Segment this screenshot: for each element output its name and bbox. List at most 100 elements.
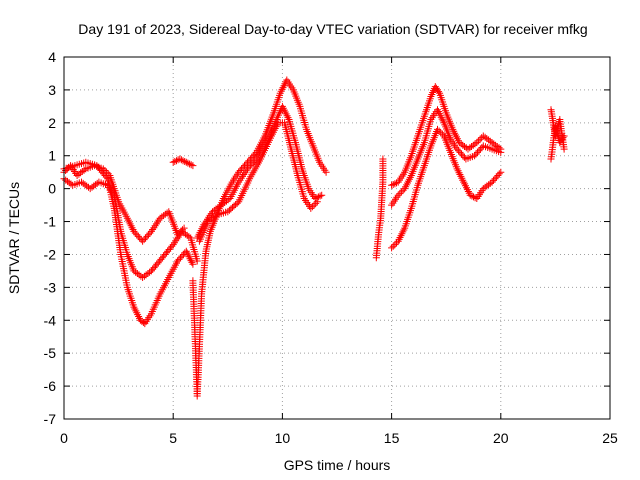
- data-point: [497, 168, 505, 176]
- data-series-10: [388, 106, 505, 209]
- data-point: [189, 260, 197, 268]
- data-point: [473, 139, 481, 147]
- data-point: [139, 237, 147, 245]
- data-series-1: [60, 162, 188, 245]
- data-point: [174, 257, 182, 265]
- data-point: [472, 150, 480, 158]
- data-point: [401, 185, 409, 193]
- x-tick-label: 15: [384, 430, 400, 446]
- data-point: [474, 137, 482, 145]
- data-point: [492, 173, 500, 181]
- data-point: [225, 206, 233, 214]
- data-point: [240, 171, 248, 178]
- data-point: [468, 192, 476, 200]
- data-point: [244, 165, 251, 173]
- data-point: [224, 196, 232, 204]
- data-point: [186, 160, 194, 168]
- data-point: [458, 150, 465, 158]
- data-point: [486, 179, 494, 187]
- data-point: [270, 126, 278, 134]
- y-tick-label: 0: [48, 181, 56, 197]
- data-point: [391, 180, 399, 188]
- data-point: [80, 166, 88, 174]
- chart-title: Day 191 of 2023, Sidereal Day-to-day VTE…: [78, 21, 587, 37]
- data-point: [310, 201, 318, 209]
- data-point: [471, 194, 479, 202]
- data-series-8: [372, 155, 387, 262]
- data-point: [181, 158, 189, 165]
- data-point: [495, 170, 503, 178]
- data-point: [435, 88, 443, 96]
- data-point: [474, 148, 481, 156]
- data-point: [179, 157, 187, 165]
- data-point: [316, 192, 324, 200]
- data-point: [397, 232, 405, 240]
- data-point: [249, 152, 257, 160]
- data-point: [227, 205, 235, 213]
- data-series-5: [189, 76, 330, 400]
- data-point: [394, 191, 402, 199]
- data-point: [405, 175, 413, 183]
- data-point: [466, 191, 474, 199]
- data-point: [560, 132, 568, 140]
- data-point: [248, 160, 256, 168]
- data-point: [278, 85, 286, 93]
- data-point: [451, 129, 459, 137]
- data-point: [128, 224, 136, 232]
- data-point: [476, 135, 484, 143]
- data-point: [179, 226, 186, 234]
- data-point: [178, 252, 186, 260]
- data-point: [176, 155, 184, 163]
- data-point: [494, 172, 502, 179]
- data-point: [171, 158, 179, 165]
- data-point: [249, 158, 257, 166]
- data-point: [389, 181, 397, 188]
- data-series-11: [388, 125, 505, 252]
- y-tick-label: -7: [44, 411, 57, 427]
- data-point: [134, 232, 142, 240]
- data-series-7: [195, 119, 321, 245]
- data-point: [391, 241, 399, 249]
- data-point: [488, 178, 496, 186]
- x-axis-label: GPS time / hours: [284, 457, 391, 473]
- data-series-9: [388, 83, 505, 189]
- data-point: [211, 212, 219, 220]
- data-point: [146, 229, 154, 237]
- data-point: [455, 147, 463, 155]
- data-point: [464, 188, 472, 195]
- y-tick-label: -6: [44, 378, 57, 394]
- data-point: [283, 112, 291, 120]
- data-point: [453, 145, 461, 153]
- data-point: [182, 247, 190, 255]
- data-series-12: [547, 106, 568, 153]
- y-tick-label: 2: [48, 115, 56, 131]
- data-point: [245, 163, 253, 171]
- y-tick-label: 1: [48, 148, 56, 164]
- data-point: [434, 106, 441, 114]
- data-series-3: [60, 158, 197, 328]
- data-point: [491, 175, 499, 183]
- data-point: [559, 134, 567, 142]
- data-point: [388, 181, 396, 189]
- data-point: [144, 231, 152, 239]
- x-tick-label: 5: [169, 430, 177, 446]
- data-point: [437, 129, 445, 137]
- data-point: [246, 162, 254, 170]
- data-point: [187, 161, 195, 169]
- data-point: [236, 167, 244, 174]
- data-point: [560, 145, 568, 153]
- data-point: [460, 178, 468, 186]
- data-point: [435, 127, 443, 135]
- data-point: [146, 268, 154, 276]
- data-point: [177, 156, 185, 164]
- data-point: [455, 169, 463, 177]
- data-point: [313, 198, 321, 206]
- data-point: [434, 125, 441, 133]
- y-axis-label: SDTVAR / TECUs: [6, 182, 22, 294]
- data-point: [476, 145, 484, 153]
- data-series-13: [547, 122, 568, 163]
- data-point: [133, 231, 141, 239]
- data-point: [142, 234, 149, 242]
- data-point: [278, 102, 286, 110]
- data-point: [173, 157, 180, 165]
